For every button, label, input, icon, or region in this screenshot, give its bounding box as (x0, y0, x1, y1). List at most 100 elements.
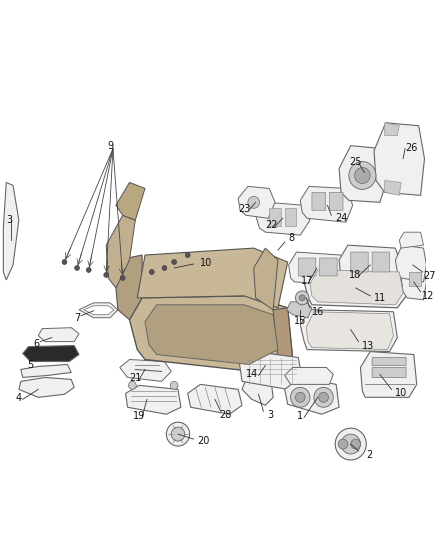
Text: 16: 16 (312, 307, 324, 317)
Polygon shape (385, 181, 401, 196)
FancyBboxPatch shape (312, 192, 325, 211)
Polygon shape (287, 302, 312, 318)
Polygon shape (285, 367, 333, 384)
Circle shape (128, 382, 136, 389)
Circle shape (162, 265, 167, 270)
Polygon shape (145, 305, 278, 365)
Polygon shape (360, 352, 417, 397)
Text: 3: 3 (6, 215, 12, 225)
Polygon shape (401, 266, 427, 300)
Text: 8: 8 (289, 233, 295, 243)
Text: 26: 26 (405, 143, 417, 152)
Polygon shape (79, 303, 118, 318)
Circle shape (104, 272, 109, 278)
Polygon shape (289, 252, 347, 285)
Circle shape (149, 270, 154, 274)
Polygon shape (300, 187, 353, 222)
Text: 13: 13 (362, 341, 374, 351)
Circle shape (248, 196, 260, 208)
Polygon shape (239, 352, 302, 389)
Circle shape (172, 260, 177, 264)
Text: 19: 19 (133, 411, 145, 421)
Text: 27: 27 (424, 271, 436, 281)
FancyBboxPatch shape (329, 192, 343, 211)
Bar (285, 208, 297, 226)
Circle shape (314, 387, 333, 407)
Polygon shape (306, 312, 393, 350)
Polygon shape (399, 232, 424, 248)
Text: 18: 18 (349, 270, 361, 280)
FancyBboxPatch shape (372, 367, 406, 377)
Polygon shape (256, 203, 310, 235)
Text: 10: 10 (200, 258, 212, 268)
Circle shape (170, 382, 178, 389)
Polygon shape (19, 377, 74, 397)
Polygon shape (339, 146, 388, 203)
FancyBboxPatch shape (351, 252, 368, 272)
Circle shape (62, 260, 67, 264)
Text: 9: 9 (107, 141, 113, 151)
Circle shape (185, 253, 190, 257)
Circle shape (351, 439, 360, 449)
Circle shape (295, 392, 305, 402)
Circle shape (74, 265, 80, 270)
Polygon shape (238, 187, 275, 218)
Text: 5: 5 (28, 360, 34, 370)
Polygon shape (4, 182, 19, 280)
FancyBboxPatch shape (372, 252, 389, 272)
Polygon shape (273, 308, 293, 360)
Text: 17: 17 (301, 276, 313, 286)
Text: 22: 22 (265, 220, 277, 230)
Circle shape (166, 422, 190, 446)
Polygon shape (339, 245, 401, 288)
Polygon shape (116, 255, 142, 320)
Circle shape (299, 295, 305, 301)
Polygon shape (374, 123, 424, 196)
Circle shape (341, 434, 360, 454)
Text: 12: 12 (422, 291, 434, 301)
Text: 14: 14 (246, 369, 258, 379)
Polygon shape (310, 270, 403, 305)
Polygon shape (137, 248, 288, 308)
Polygon shape (126, 385, 181, 414)
Circle shape (355, 167, 370, 183)
Circle shape (120, 276, 125, 280)
Polygon shape (300, 310, 397, 352)
Text: 15: 15 (294, 316, 307, 326)
Text: 10: 10 (396, 389, 408, 398)
FancyBboxPatch shape (372, 358, 406, 366)
Circle shape (338, 439, 348, 449)
Text: 2: 2 (366, 450, 373, 460)
Polygon shape (116, 182, 145, 220)
Circle shape (171, 427, 185, 441)
Text: 24: 24 (335, 213, 348, 223)
Text: 3: 3 (267, 410, 273, 420)
Text: 23: 23 (238, 204, 250, 214)
Text: 11: 11 (374, 293, 386, 303)
Text: 28: 28 (220, 410, 232, 420)
Text: 20: 20 (198, 436, 210, 446)
Polygon shape (285, 377, 339, 414)
Circle shape (290, 387, 310, 407)
Polygon shape (130, 296, 293, 372)
Circle shape (86, 268, 91, 272)
Polygon shape (21, 365, 71, 377)
Text: 7: 7 (74, 313, 80, 323)
Polygon shape (385, 123, 399, 136)
Text: 25: 25 (350, 157, 362, 167)
Circle shape (319, 392, 328, 402)
Bar (409, 272, 420, 286)
FancyBboxPatch shape (320, 258, 337, 276)
FancyBboxPatch shape (298, 258, 316, 276)
Polygon shape (84, 306, 114, 315)
Polygon shape (38, 328, 79, 342)
Bar (269, 208, 281, 226)
Polygon shape (304, 268, 407, 308)
Polygon shape (242, 375, 273, 405)
Polygon shape (120, 360, 171, 382)
Circle shape (295, 291, 309, 305)
Polygon shape (106, 215, 135, 288)
Text: 6: 6 (33, 338, 39, 349)
Circle shape (335, 428, 366, 460)
Text: 1: 1 (297, 411, 304, 421)
